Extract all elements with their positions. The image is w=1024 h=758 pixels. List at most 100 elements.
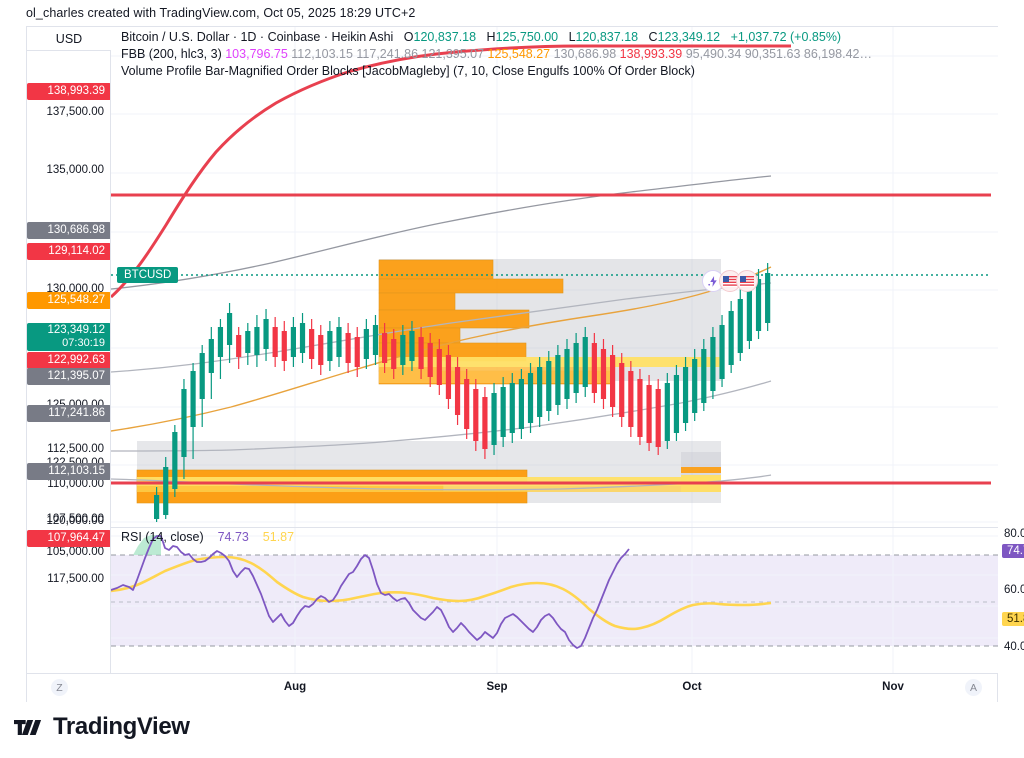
rsi-gridlines bbox=[111, 535, 998, 639]
fbb-upper-red-curve bbox=[111, 44, 791, 299]
legend-close-value: 123,349.12 bbox=[657, 30, 721, 44]
time-label-sep: Sep bbox=[486, 681, 508, 693]
legend-fbb-value-3: 121,395.07 bbox=[421, 47, 488, 61]
rsi-ma-line bbox=[111, 555, 772, 631]
legend-symbol[interactable]: Bitcoin / U.S. Dollar · 1D · Coinbase · … bbox=[121, 30, 394, 44]
candle-body bbox=[418, 337, 424, 369]
candle-body bbox=[354, 337, 360, 367]
main-price-pane[interactable]: Bitcoin / U.S. Dollar · 1D · Coinbase · … bbox=[111, 27, 998, 527]
price-badge-value: 122,992.63 bbox=[47, 354, 105, 366]
candle-body bbox=[719, 325, 725, 379]
candle-body bbox=[327, 331, 333, 361]
candle-body bbox=[637, 379, 643, 437]
candle-body bbox=[500, 387, 506, 437]
price-tick-12: 107,500.00 bbox=[46, 513, 104, 525]
price-badge-5[interactable]: 122,992.63 bbox=[27, 352, 110, 369]
legend-vp-title[interactable]: Volume Profile Bar-Magnified Order Block… bbox=[121, 64, 695, 78]
order-block-right-lower bbox=[681, 467, 721, 492]
rsi-band-fill bbox=[111, 555, 998, 646]
legend-fbb-value-7: 95,490.34 bbox=[685, 47, 745, 61]
candle-body bbox=[391, 339, 397, 369]
candle-body bbox=[154, 495, 160, 519]
price-badge-countdown: 07:30:19 bbox=[62, 337, 105, 349]
candle-body bbox=[518, 379, 524, 429]
legend-fbb-title[interactable]: FBB (200, hlc3, 3) bbox=[121, 47, 222, 61]
price-badge-value: 123,349.12 bbox=[47, 324, 105, 336]
price-badge-0[interactable]: 138,993.39 bbox=[27, 83, 110, 100]
horizontal-gridlines bbox=[111, 55, 998, 523]
chart-container[interactable]: USD 137,500.00135,000.00132,500.00130,00… bbox=[26, 26, 1024, 702]
candle-body bbox=[555, 355, 561, 405]
candle-body bbox=[628, 371, 634, 427]
price-tick-13: 105,000.00 bbox=[46, 546, 104, 558]
rsi-vertical-gridlines bbox=[294, 528, 894, 673]
legend-fbb-row: FBB (200, hlc3, 3) 103,796.75 112,103.15… bbox=[121, 46, 872, 63]
price-badge-9[interactable]: 107,964.47 bbox=[27, 530, 110, 547]
legend-open-label: O bbox=[403, 30, 414, 44]
time-label-nov: Nov bbox=[882, 681, 904, 693]
rsi-tick-60: 60.00 bbox=[1004, 584, 1024, 596]
candle-body bbox=[765, 273, 771, 323]
candle-body bbox=[445, 355, 452, 399]
price-badge-7[interactable]: 117,241.86 bbox=[27, 405, 110, 422]
price-badge-2[interactable]: 129,114.02 bbox=[27, 243, 110, 260]
candle-body bbox=[318, 335, 324, 365]
candle-body bbox=[564, 349, 570, 399]
timescale-zoom-button[interactable]: Z bbox=[51, 679, 68, 696]
badge-overlay-group[interactable] bbox=[702, 270, 758, 292]
pane-separator[interactable] bbox=[111, 527, 998, 528]
candle-body bbox=[345, 333, 351, 363]
legend-fbb-value-1: 112,103.15 bbox=[291, 47, 357, 61]
legend-fbb-value-5: 130,686.98 bbox=[553, 47, 620, 61]
price-badge-1[interactable]: 130,686.98 bbox=[27, 222, 110, 239]
candle-body bbox=[199, 353, 205, 399]
candle-body bbox=[482, 397, 488, 449]
candle-body bbox=[573, 343, 579, 393]
timescale-auto-button[interactable]: A bbox=[965, 679, 982, 696]
candle-body bbox=[646, 385, 652, 443]
legend-fbb-value-8: 90,351.63 bbox=[744, 47, 804, 61]
candle-body bbox=[190, 371, 196, 427]
rsi-title[interactable]: RSI (14, close) bbox=[121, 530, 204, 544]
price-badge-3[interactable]: 125,548.27 bbox=[27, 292, 110, 309]
rsi-line bbox=[111, 535, 630, 649]
legend-change: +1,037.72 (+0.85%) bbox=[730, 30, 842, 44]
time-scale[interactable]: Z A Aug Sep Oct Nov bbox=[27, 673, 997, 702]
series-tag-btcusd[interactable]: BTCUSD bbox=[117, 267, 179, 283]
candle-body bbox=[473, 389, 479, 441]
legend-fbb-value-2: 117,241.86 bbox=[356, 47, 422, 61]
price-tick-0: 137,500.00 bbox=[46, 106, 104, 118]
candle-body bbox=[372, 325, 379, 355]
candle-body bbox=[610, 355, 616, 407]
candlestick-series bbox=[154, 263, 771, 522]
price-badge-8[interactable]: 112,103.15 bbox=[27, 463, 110, 480]
price-badge-4[interactable]: 123,349.12 07:30:19 bbox=[27, 323, 110, 351]
candle-body bbox=[281, 331, 287, 361]
footer-brand: TradingView bbox=[14, 713, 190, 741]
price-tick-11: 110,000.00 bbox=[47, 478, 104, 490]
us-flag-icon-2[interactable] bbox=[736, 270, 758, 292]
candle-body bbox=[245, 331, 251, 353]
rsi-overbought-fill bbox=[133, 535, 161, 555]
legend-fbb-value-4: 125,548.27 bbox=[487, 47, 554, 61]
plot-area[interactable]: Bitcoin / U.S. Dollar · 1D · Coinbase · … bbox=[111, 27, 998, 673]
fbb-band-lower-grey bbox=[111, 380, 772, 452]
price-badge-value: 117,241.86 bbox=[48, 407, 105, 419]
vertical-gridlines bbox=[294, 27, 894, 527]
tradingview-wordmark: TradingView bbox=[53, 713, 190, 740]
currency-label[interactable]: USD bbox=[27, 27, 111, 51]
candle-body bbox=[746, 287, 752, 341]
candle-body bbox=[701, 349, 707, 403]
candle-body bbox=[436, 349, 442, 385]
legend-open-value: 120,837.18 bbox=[413, 30, 477, 44]
price-scale[interactable]: 137,500.00135,000.00132,500.00130,000.00… bbox=[27, 27, 111, 673]
rsi-tick-40: 40.00 bbox=[1004, 641, 1024, 653]
price-badge-6[interactable]: 121,395.07 bbox=[27, 368, 110, 385]
rsi-pane[interactable]: RSI (14, close) 74.73 51.87 bbox=[111, 528, 998, 673]
candle-body bbox=[464, 379, 470, 429]
legend-symbol-row: Bitcoin / U.S. Dollar · 1D · Coinbase · … bbox=[121, 29, 872, 46]
price-tick-8: 117,500.00 bbox=[47, 573, 104, 585]
price-chart-svg bbox=[111, 27, 998, 527]
candle-body bbox=[619, 363, 625, 417]
fbb-band-orange-upper bbox=[111, 266, 772, 432]
